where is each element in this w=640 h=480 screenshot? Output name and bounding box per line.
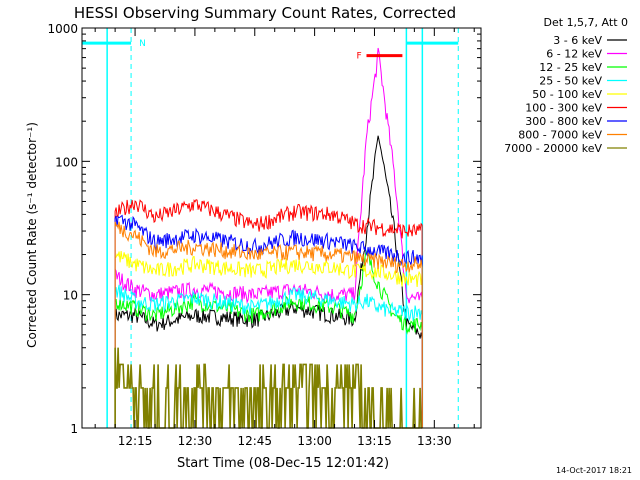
legend-label-1: 6 - 12 keV [546,48,602,61]
y-tick-label-0: 1 [70,422,78,436]
flag-label-0: N [139,39,146,49]
legend-label-7: 800 - 7000 keV [518,129,602,142]
legend-label-4: 50 - 100 keV [532,88,602,101]
series-line-0 [114,135,423,429]
legend-label-6: 300 - 800 keV [525,115,602,128]
series-line-5 [114,199,423,429]
legend-title: Det 1,5,7, Att 0 [544,16,628,29]
x-tick-label-1: 12:30 [178,434,213,448]
x-tick-label-3: 13:00 [297,434,332,448]
series-line-7 [114,221,423,429]
series-line-4 [114,251,423,429]
y-axis-label: Corrected Count Rate (s⁻¹ detector⁻¹) [25,122,39,348]
flag-label-1: F [356,52,361,62]
series-line-2 [114,249,423,429]
axes: 1 10 100 1000 12:15 12:30 12:45 13:00 13:15 13:30 [47,22,482,448]
chart-title: HESSI Observing Summary Count Rates, Cor… [74,4,456,22]
x-axis-label: Start Time (08-Dec-15 12:01:42) [177,456,389,471]
plot-frame [81,27,482,429]
x-tick-label-0: 12:15 [118,434,153,448]
y-tick-label-2: 100 [55,155,78,169]
x-tick-label-5: 13:30 [417,434,452,448]
y-tick-label-3: 1000 [47,22,78,36]
legend-label-5: 100 - 300 keV [525,102,602,115]
series-line-3 [114,284,423,429]
series-line-1 [114,47,423,429]
legend-label-3: 25 - 50 keV [539,75,602,88]
legend-label-8: 7000 - 20000 keV [504,142,602,155]
x-tick-label-4: 13:15 [357,434,392,448]
legend-label-2: 12 - 25 keV [539,61,602,74]
y-tick-label-1: 10 [63,289,78,303]
timestamp: 14-Oct-2017 18:21 [556,466,632,475]
legend-label-0: 3 - 6 keV [553,34,602,47]
x-tick-label-2: 12:45 [237,434,272,448]
